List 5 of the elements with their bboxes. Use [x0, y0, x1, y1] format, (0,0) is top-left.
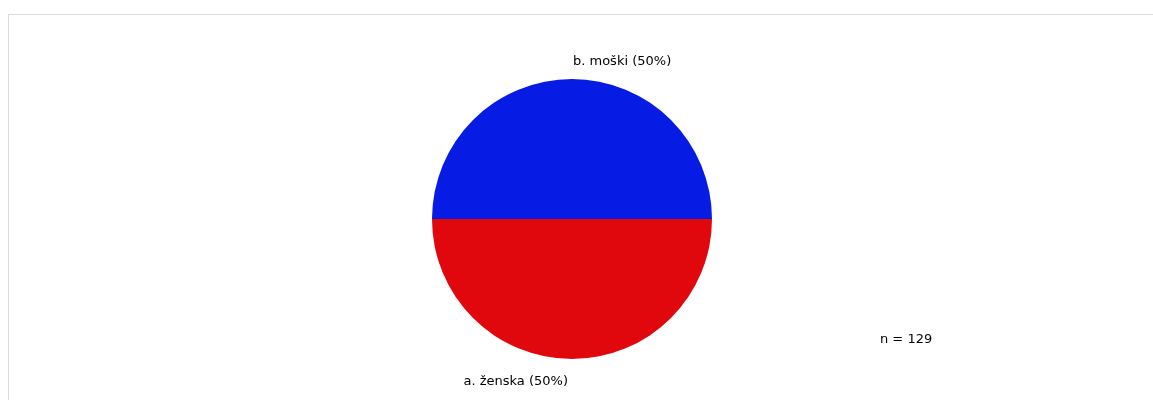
pie-slice [432, 79, 712, 219]
slice-label: b. moški (50%) [573, 53, 672, 68]
pie-slice [432, 219, 712, 359]
text: n = 129 [880, 331, 933, 346]
slice-label: a. ženska (50%) [463, 373, 568, 388]
